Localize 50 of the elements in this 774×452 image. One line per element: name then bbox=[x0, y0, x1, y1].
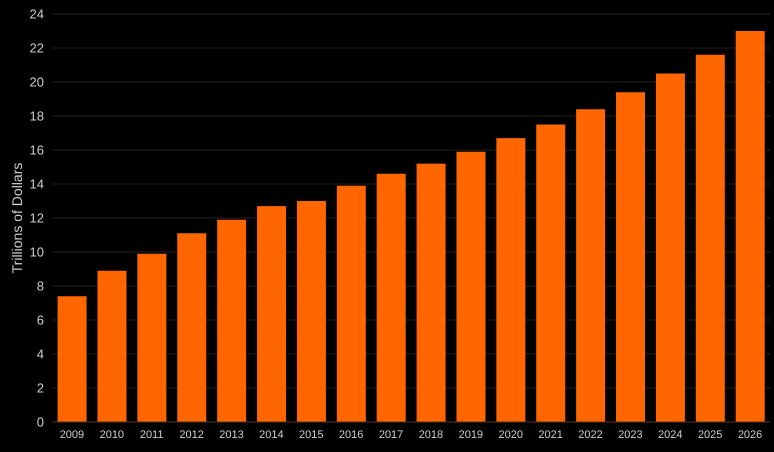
bar bbox=[616, 92, 646, 422]
x-tick-label: 2017 bbox=[378, 428, 404, 441]
y-axis-title: Trillions of Dollars bbox=[8, 162, 25, 274]
y-tick-label: 24 bbox=[30, 6, 44, 22]
y-tick-label: 2 bbox=[36, 380, 44, 396]
x-tick-label: 2011 bbox=[140, 428, 164, 441]
bar bbox=[416, 164, 446, 422]
x-tick-label: 2015 bbox=[299, 428, 324, 441]
x-tick-label: 2012 bbox=[179, 428, 204, 441]
y-tick-label: 0 bbox=[36, 414, 44, 430]
y-tick-label: 20 bbox=[30, 74, 44, 90]
x-tick-label: 2014 bbox=[259, 428, 284, 441]
y-tick-label: 16 bbox=[30, 142, 44, 158]
y-tick-label: 12 bbox=[30, 210, 44, 226]
y-tick-label: 8 bbox=[36, 278, 44, 294]
bar bbox=[296, 201, 326, 422]
bar bbox=[257, 206, 286, 422]
bar bbox=[137, 254, 166, 422]
bar bbox=[58, 296, 87, 422]
x-tick-label: 2021 bbox=[538, 428, 563, 441]
bar bbox=[576, 109, 606, 422]
bar bbox=[496, 138, 526, 422]
x-tick-label: 2022 bbox=[578, 428, 603, 441]
bar bbox=[177, 233, 206, 422]
bar bbox=[97, 270, 126, 422]
x-tick-label: 2023 bbox=[618, 428, 643, 441]
bar bbox=[456, 152, 486, 422]
bar bbox=[536, 124, 566, 422]
x-tick-label: 2020 bbox=[498, 428, 523, 441]
y-tick-label: 22 bbox=[30, 40, 44, 56]
y-tick-label: 10 bbox=[30, 244, 44, 260]
x-tick-label: 2013 bbox=[219, 428, 244, 441]
y-tick-label: 4 bbox=[36, 346, 44, 362]
x-tick-label: 2025 bbox=[698, 428, 722, 441]
y-tick-label: 6 bbox=[36, 312, 44, 328]
bar bbox=[336, 186, 366, 422]
x-tick-label: 2019 bbox=[458, 428, 484, 441]
bar bbox=[696, 54, 725, 422]
y-tick-label: 14 bbox=[30, 176, 44, 192]
x-tick-label: 2024 bbox=[658, 428, 683, 441]
x-tick-label: 2026 bbox=[738, 428, 762, 441]
bar bbox=[376, 174, 406, 422]
x-tick-label: 2018 bbox=[418, 428, 444, 441]
x-tick-label: 2010 bbox=[100, 428, 124, 441]
x-tick-label: 2016 bbox=[338, 428, 364, 441]
y-tick-label: 18 bbox=[30, 108, 44, 124]
bar bbox=[736, 31, 765, 422]
bar bbox=[217, 220, 246, 422]
x-tick-label: 2009 bbox=[60, 428, 84, 441]
bar bbox=[656, 74, 685, 422]
